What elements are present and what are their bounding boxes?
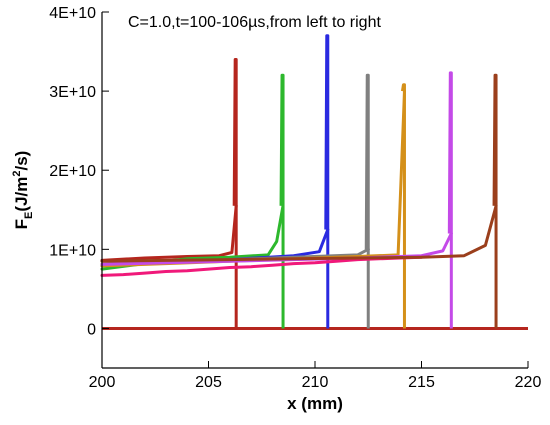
y-axis-title: FE(J/m2/s) — [11, 151, 35, 230]
axes-group — [101, 12, 528, 369]
x-axis-title: x (mm) — [287, 394, 343, 413]
y-ticks: 0 1E+10 2E+10 3E+10 4E+10 — [49, 5, 109, 338]
x-tick-label: 215 — [408, 374, 435, 391]
y-axis-title-base: F — [12, 219, 31, 229]
x-tick-label: 205 — [195, 374, 222, 391]
series-front-5 — [400, 83, 406, 329]
x-tick-label: 200 — [89, 374, 116, 391]
x-tick-label: 210 — [302, 374, 329, 391]
y-axis-title-subscript: E — [23, 212, 35, 219]
y-tick-label: 4E+10 — [49, 5, 96, 22]
series-front-8 — [492, 73, 498, 329]
y-tick-label: 1E+10 — [49, 242, 96, 259]
y-axis-title-superscript: 2 — [11, 171, 23, 177]
series-group — [100, 34, 528, 330]
series-front-3 — [324, 34, 330, 329]
chart-annotation: C=1.0,t=100-106µs,from left to right — [128, 14, 381, 31]
y-tick-label: 0 — [87, 321, 96, 338]
x-tick-label: 220 — [515, 374, 542, 391]
y-axis-title-unit-end: /s) — [12, 151, 31, 171]
series-front-4 — [364, 73, 370, 329]
y-tick-label: 3E+10 — [49, 84, 96, 101]
y-tick-label: 2E+10 — [49, 163, 96, 180]
x-ticks: 200 205 210 215 220 — [89, 361, 542, 391]
series-front-1 — [232, 57, 238, 329]
y-axis-title-unit: (J/m — [12, 177, 31, 212]
series-line-5 — [100, 89, 406, 268]
series-line-1 — [100, 204, 238, 262]
series-front-6 — [447, 71, 453, 329]
series-front-2 — [279, 73, 285, 329]
series-line-8 — [100, 204, 498, 263]
